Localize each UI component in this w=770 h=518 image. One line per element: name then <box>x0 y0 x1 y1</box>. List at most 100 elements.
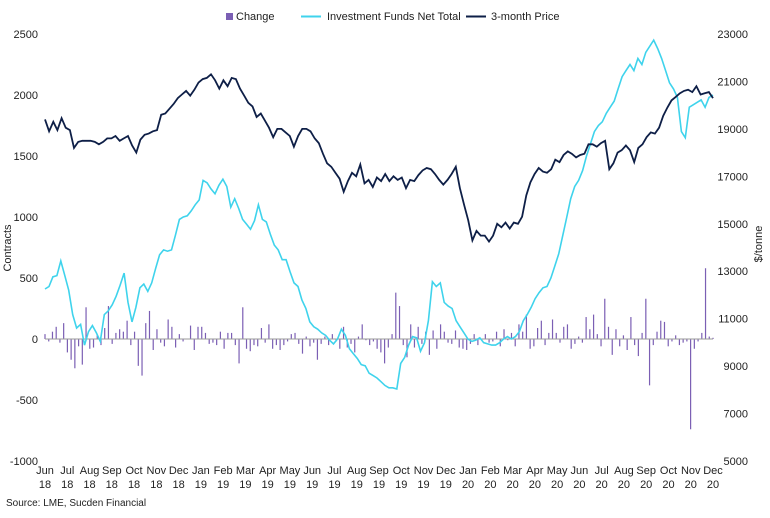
chart-legend: Change Investment Funds Net Total 3-month … <box>226 11 559 23</box>
change-bar <box>219 331 221 339</box>
change-bar <box>454 330 457 339</box>
change-bar <box>201 326 203 339</box>
legend-label: Change <box>236 11 275 23</box>
change-bar <box>59 339 61 343</box>
x-tick-month: Dec <box>169 465 189 477</box>
change-bar <box>708 336 710 339</box>
change-bar <box>301 339 304 354</box>
change-bar <box>648 339 651 386</box>
x-tick-month: Apr <box>259 465 276 477</box>
change-bar <box>421 339 423 344</box>
right-tick-label: 13000 <box>717 266 748 278</box>
change-bar <box>189 325 192 339</box>
change-bar <box>309 339 311 347</box>
change-bar <box>417 326 419 339</box>
change-bar <box>570 339 572 349</box>
change-bar <box>130 339 132 346</box>
x-tick-month: Jul <box>60 465 74 477</box>
left-tick-label: -500 <box>16 395 38 407</box>
legend-swatch-change <box>226 13 233 20</box>
x-tick-month: Feb <box>214 465 233 477</box>
change-bar <box>137 339 139 366</box>
change-bar <box>81 339 83 365</box>
x-tick-year: 19 <box>395 479 407 491</box>
change-bar <box>447 339 449 343</box>
change-bar <box>555 332 557 339</box>
change-bar <box>331 334 333 339</box>
change-bar <box>163 339 166 347</box>
x-tick-year: 18 <box>39 479 51 491</box>
change-bar <box>667 339 669 347</box>
change-bar <box>533 339 535 347</box>
change-bar <box>141 339 143 376</box>
change-bar <box>145 323 147 339</box>
change-bar <box>398 306 401 339</box>
change-bar <box>510 332 513 339</box>
x-tick-year: 18 <box>150 479 162 491</box>
change-bar <box>126 320 128 339</box>
change-bar <box>466 339 468 350</box>
x-tick-month: Oct <box>126 465 143 477</box>
change-bar <box>503 329 505 339</box>
left-tick-label: 0 <box>32 334 38 346</box>
left-tick-label: 2500 <box>14 29 38 41</box>
change-bar <box>324 336 326 339</box>
right-tick-label: 9000 <box>724 361 748 373</box>
x-tick-month: Aug <box>80 465 100 477</box>
change-bar <box>89 339 91 349</box>
left-tick-label: 500 <box>20 273 38 285</box>
x-tick-year: 20 <box>596 479 608 491</box>
change-bar <box>656 331 658 339</box>
change-bar <box>178 334 180 339</box>
x-tick-month: Jan <box>459 465 477 477</box>
change-bar <box>473 334 475 339</box>
change-bar <box>63 323 65 339</box>
x-tick-month: Jul <box>327 465 341 477</box>
change-bar <box>462 339 464 349</box>
x-tick-month: Mar <box>503 465 522 477</box>
x-tick-month: Jul <box>595 465 609 477</box>
x-tick-year: 20 <box>551 479 563 491</box>
left-tick-label: 1500 <box>14 151 38 163</box>
right-tick-label: 5000 <box>724 456 748 468</box>
change-bar <box>663 321 666 339</box>
change-bar <box>436 339 438 349</box>
x-tick-month: Jun <box>303 465 321 477</box>
x-tick-year: 19 <box>328 479 340 491</box>
change-bar <box>376 339 378 349</box>
change-bar <box>592 314 595 339</box>
x-tick-month: Dec <box>436 465 456 477</box>
change-bar <box>253 339 255 346</box>
x-tick-year: 18 <box>172 479 184 491</box>
x-tick-month: Feb <box>481 465 500 477</box>
change-bar <box>581 339 583 343</box>
change-bar <box>563 326 565 339</box>
change-bar <box>85 307 87 339</box>
change-bar <box>402 339 404 346</box>
x-tick-year: 18 <box>106 479 118 491</box>
change-bar <box>55 326 57 339</box>
change-bar <box>298 339 300 344</box>
x-tick-year: 20 <box>506 479 518 491</box>
change-bar <box>107 306 110 339</box>
change-bar <box>451 339 453 344</box>
change-bar <box>630 317 632 339</box>
change-bar <box>443 331 445 339</box>
change-bar <box>559 339 561 343</box>
change-bar <box>204 332 207 339</box>
change-bar <box>712 337 714 339</box>
change-bar <box>477 339 479 346</box>
change-bar <box>148 310 151 339</box>
x-tick-month: Nov <box>414 465 434 477</box>
right-tick-label: 19000 <box>717 124 748 136</box>
x-tick-year: 20 <box>529 479 541 491</box>
legend-label: Investment Funds Net Total <box>327 11 461 23</box>
change-bar <box>701 332 703 339</box>
x-tick-year: 20 <box>484 479 496 491</box>
x-tick-year: 19 <box>195 479 207 491</box>
change-bar <box>548 332 550 339</box>
change-bar <box>432 330 434 339</box>
change-bar <box>354 339 356 353</box>
change-bar <box>551 319 554 339</box>
x-tick-month: Sep <box>102 465 122 477</box>
